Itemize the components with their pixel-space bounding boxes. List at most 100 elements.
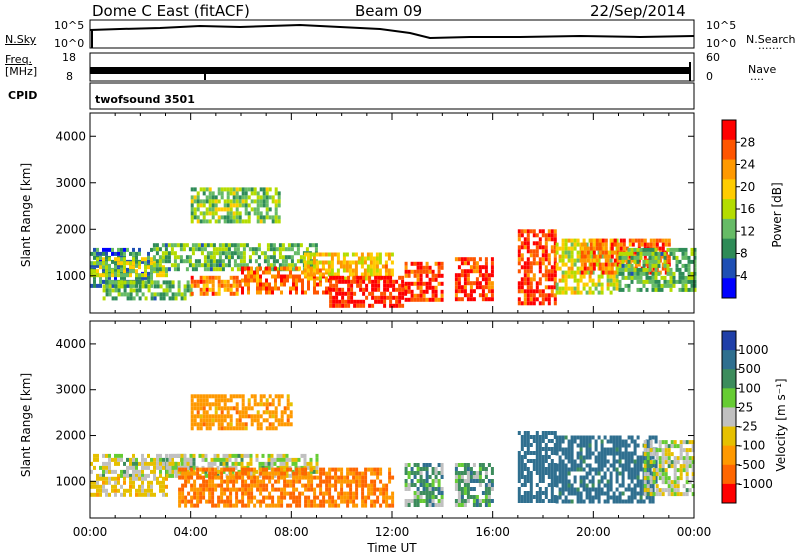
heatmap-cell <box>132 288 136 293</box>
heatmap-cell <box>685 476 689 481</box>
heatmap-cell <box>208 219 212 224</box>
heatmap-cell <box>609 290 613 295</box>
heatmap-cell <box>196 207 200 212</box>
heatmap-cell <box>624 443 628 448</box>
heatmap-cell <box>481 265 485 270</box>
colorbar-frame <box>721 330 737 504</box>
heatmap-cell <box>144 261 147 266</box>
heatmap-cell <box>440 467 444 471</box>
heatmap-cell <box>401 303 405 308</box>
heatmap-cell <box>274 191 278 196</box>
heatmap-cell <box>676 492 680 497</box>
heatmap-cell <box>517 269 521 274</box>
heatmap-cell <box>220 414 224 419</box>
heatmap-cell <box>670 440 674 445</box>
heatmap-cell <box>229 479 233 484</box>
heatmap-cell <box>612 278 616 283</box>
heatmap-cell <box>625 246 629 251</box>
heatmap-cell <box>275 267 279 272</box>
heatmap-cell <box>205 418 209 423</box>
heatmap-cell <box>340 495 344 500</box>
heatmap-cell <box>244 191 248 196</box>
heatmap-cell <box>206 255 210 260</box>
heatmap-cell <box>627 471 631 476</box>
heatmap-cell <box>601 262 605 267</box>
heatmap-cell <box>633 275 637 280</box>
heatmap-cell <box>190 499 194 504</box>
heatmap-cell <box>349 491 353 496</box>
heatmap-cell <box>241 199 245 204</box>
heatmap-cell <box>651 263 655 268</box>
heatmap-cell <box>332 303 336 308</box>
heatmap-cell <box>667 488 671 493</box>
heatmap-cell <box>642 247 646 252</box>
heatmap-cell <box>202 191 206 196</box>
heatmap-cell <box>120 492 123 497</box>
heatmap-cell <box>407 483 411 487</box>
heatmap-cell <box>346 471 350 476</box>
heatmap-cell <box>630 467 634 472</box>
heatmap-cell <box>374 275 378 280</box>
heatmap-cell <box>591 451 595 456</box>
heatmap-cell <box>588 278 592 283</box>
heatmap-cell <box>303 457 307 462</box>
heatmap-cell <box>610 266 614 271</box>
heatmap-cell <box>354 272 358 277</box>
heatmap-cell <box>362 299 366 304</box>
heatmap-cell <box>615 278 619 283</box>
heatmap-cell <box>341 295 345 300</box>
heatmap-cell <box>373 467 377 472</box>
heatmap-cell <box>200 247 204 252</box>
heatmap-cell <box>361 499 365 504</box>
heatmap-cell <box>550 439 554 443</box>
heatmap-cell <box>567 447 571 452</box>
heatmap-cell <box>407 289 411 294</box>
heatmap-cell <box>197 247 201 252</box>
heatmap-cell <box>630 455 634 460</box>
heatmap-cell <box>660 283 664 288</box>
heatmap-cell <box>376 471 380 476</box>
heatmap-cell <box>526 297 530 302</box>
heatmap-cell <box>300 453 304 458</box>
heatmap-cell <box>535 245 539 250</box>
heatmap-cell <box>202 475 206 480</box>
heatmap-cell <box>573 435 577 440</box>
heatmap-cell <box>648 275 652 280</box>
heatmap-cell <box>561 274 565 279</box>
heatmap-cell <box>487 495 491 499</box>
heatmap-cell <box>585 483 589 488</box>
heatmap-cell <box>135 288 139 293</box>
heatmap-cell <box>649 270 653 275</box>
heatmap-cell <box>615 286 619 291</box>
heatmap-cell <box>111 288 115 293</box>
heatmap-cell <box>664 480 668 485</box>
heatmap-cell <box>585 447 589 452</box>
heatmap-cell <box>96 480 99 485</box>
heatmap-cell <box>487 281 491 286</box>
heatmap-cell <box>244 479 248 484</box>
heatmap-cell <box>355 483 359 488</box>
heatmap-cell <box>651 255 655 260</box>
heatmap-cell <box>550 459 554 463</box>
heatmap-cell <box>287 255 291 260</box>
heatmap-cell <box>292 479 296 484</box>
heatmap-cell <box>132 473 135 478</box>
heatmap-cell <box>259 282 262 287</box>
heatmap-cell <box>126 296 130 301</box>
heatmap-cell <box>262 219 266 224</box>
heatmap-cell <box>241 491 245 496</box>
heatmap-cell <box>642 251 646 256</box>
heatmap-cell <box>192 465 196 470</box>
heatmap-cell <box>262 487 266 492</box>
heatmap-cell <box>229 471 233 476</box>
heatmap-cell <box>618 491 622 496</box>
heatmap-cell <box>373 487 377 492</box>
heatmap-cell <box>227 259 231 264</box>
heatmap-cell <box>123 269 126 274</box>
heatmap-cell <box>229 203 233 208</box>
heatmap-cell <box>208 495 212 500</box>
heatmap-cell <box>202 394 206 399</box>
heatmap-cell <box>174 292 178 297</box>
heatmap-cell <box>90 273 93 278</box>
heatmap-cell <box>586 254 590 259</box>
